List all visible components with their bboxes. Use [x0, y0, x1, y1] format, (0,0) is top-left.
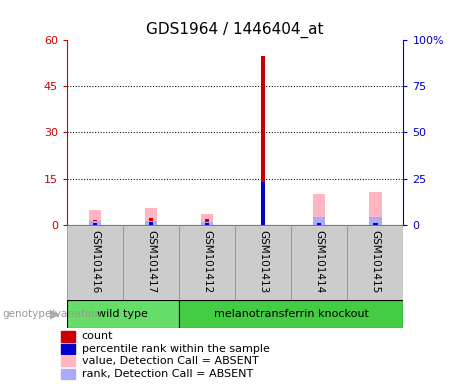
- Text: GSM101412: GSM101412: [202, 230, 212, 294]
- Bar: [61, 369, 75, 379]
- Bar: [149, 222, 153, 225]
- Bar: [89, 210, 101, 225]
- Bar: [93, 220, 97, 225]
- Bar: [261, 56, 266, 225]
- Bar: [235, 225, 291, 300]
- Bar: [123, 225, 179, 300]
- Bar: [317, 221, 321, 225]
- Text: value, Detection Call = ABSENT: value, Detection Call = ABSENT: [82, 356, 259, 366]
- Bar: [373, 223, 378, 225]
- Text: rank, Detection Call = ABSENT: rank, Detection Call = ABSENT: [82, 369, 253, 379]
- Bar: [67, 300, 179, 328]
- Bar: [201, 222, 213, 225]
- Text: percentile rank within the sample: percentile rank within the sample: [82, 344, 270, 354]
- Bar: [61, 356, 75, 366]
- Bar: [179, 225, 235, 300]
- Title: GDS1964 / 1446404_at: GDS1964 / 1446404_at: [146, 22, 324, 38]
- Bar: [347, 225, 403, 300]
- Bar: [313, 217, 325, 225]
- Text: count: count: [82, 331, 113, 341]
- Text: GSM101415: GSM101415: [370, 230, 380, 294]
- Bar: [369, 217, 382, 225]
- Bar: [67, 225, 123, 300]
- Bar: [205, 223, 209, 225]
- Bar: [201, 214, 213, 225]
- Bar: [313, 194, 325, 225]
- Bar: [317, 223, 321, 225]
- Bar: [205, 219, 209, 225]
- Text: GSM101413: GSM101413: [258, 230, 268, 294]
- Bar: [149, 218, 153, 225]
- Bar: [89, 221, 101, 225]
- Bar: [373, 220, 378, 225]
- Bar: [179, 300, 403, 328]
- Text: ▶: ▶: [50, 308, 60, 320]
- Text: GSM101416: GSM101416: [90, 230, 100, 294]
- Bar: [61, 331, 75, 341]
- Text: wild type: wild type: [97, 309, 148, 319]
- Bar: [145, 208, 157, 225]
- Text: genotype/variation: genotype/variation: [2, 309, 101, 319]
- Text: melanotransferrin knockout: melanotransferrin knockout: [214, 309, 369, 319]
- Text: GSM101417: GSM101417: [146, 230, 156, 294]
- Bar: [369, 192, 382, 225]
- Bar: [261, 182, 266, 225]
- Bar: [291, 225, 347, 300]
- Bar: [61, 344, 75, 354]
- Text: GSM101414: GSM101414: [314, 230, 324, 294]
- Bar: [145, 220, 157, 225]
- Bar: [93, 223, 97, 225]
